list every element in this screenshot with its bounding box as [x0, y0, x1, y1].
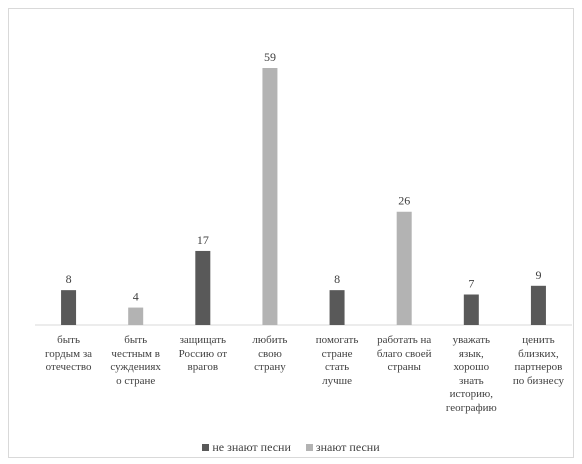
data-label-3: 59 [264, 50, 276, 64]
category-label-line: по бизнесу [512, 374, 565, 387]
category-label-5: работать на благо своей страны [364, 334, 444, 375]
data-label-6: 7 [468, 277, 474, 291]
category-label-line: благо своей [376, 347, 432, 360]
category-label-4: помогать стране стать лучше [297, 334, 377, 388]
bar-dont-know-2 [195, 250, 211, 325]
bar-dont-know-6 [463, 294, 479, 325]
category-label-line: помогать [315, 334, 359, 346]
legend-item-dont-know: не знают песни [202, 440, 291, 455]
chart-area [8, 8, 574, 458]
category-label-line: гордым за [45, 347, 93, 360]
category-label-line: ценить [522, 334, 555, 346]
bar-know-1 [128, 307, 144, 325]
category-label-line: лучше [322, 374, 352, 387]
bar-know-5 [396, 211, 412, 325]
category-label-7: ценить близких, партнеров по бизнесу [498, 334, 578, 388]
legend-label-know: знают песни [315, 440, 380, 454]
legend-item-know: знают песни [305, 440, 380, 455]
legend-swatch-know [305, 444, 313, 451]
category-label-line: партнеров [514, 361, 563, 373]
category-label-line: врагов [187, 361, 219, 373]
data-label-1: 4 [133, 290, 139, 304]
category-label-line: уважать [452, 334, 491, 346]
category-label-line: стране [321, 347, 353, 360]
category-label-3: любить свою страну [230, 334, 310, 375]
bar-know-3 [262, 68, 278, 325]
category-label-line: о стране [116, 374, 156, 387]
category-label-line: свою [258, 347, 282, 360]
data-label-5: 26 [398, 194, 410, 208]
bar-dont-know-0 [61, 290, 77, 325]
category-label-line: Россию от [178, 347, 228, 360]
category-label-line: любить [252, 334, 288, 346]
category-label-2: защищать Россию от врагов [163, 334, 243, 375]
data-label-4: 8 [334, 272, 340, 286]
category-label-line: быть [57, 334, 80, 346]
category-label-line: страну [254, 361, 286, 373]
category-label-line: честным в [111, 347, 160, 360]
category-label-1: быть честным в суждениях о стране [96, 334, 176, 388]
category-label-line: знать [458, 374, 484, 387]
data-label-7: 9 [535, 268, 541, 282]
category-label-line: отечество [45, 361, 92, 373]
category-label-0: быть гордым за отечество [29, 334, 109, 375]
category-label-line: страны [387, 361, 421, 373]
legend-swatch-dont-know [202, 444, 210, 451]
category-label-line: суждениях [110, 361, 161, 373]
category-label-line: защищать [179, 334, 227, 346]
category-label-line: географию [445, 401, 497, 414]
category-label-6: уважать язык, хорошо знать историю, географию [431, 334, 511, 415]
data-label-2: 17 [197, 233, 209, 247]
legend-label-dont-know: не знают песни [212, 440, 291, 454]
category-label-line: язык, [458, 347, 484, 360]
category-label-line: быть [124, 334, 148, 346]
category-label-line: стать [324, 361, 350, 373]
category-label-line: работать на [377, 334, 432, 346]
bar-dont-know-4 [329, 290, 345, 325]
bar-dont-know-7 [530, 285, 546, 325]
category-label-line: историю, [449, 388, 493, 400]
legend: не знают песни знают песни [0, 440, 582, 455]
data-label-0: 8 [66, 272, 72, 286]
category-label-line: хорошо [453, 361, 490, 373]
category-label-line: близких, [518, 347, 559, 360]
